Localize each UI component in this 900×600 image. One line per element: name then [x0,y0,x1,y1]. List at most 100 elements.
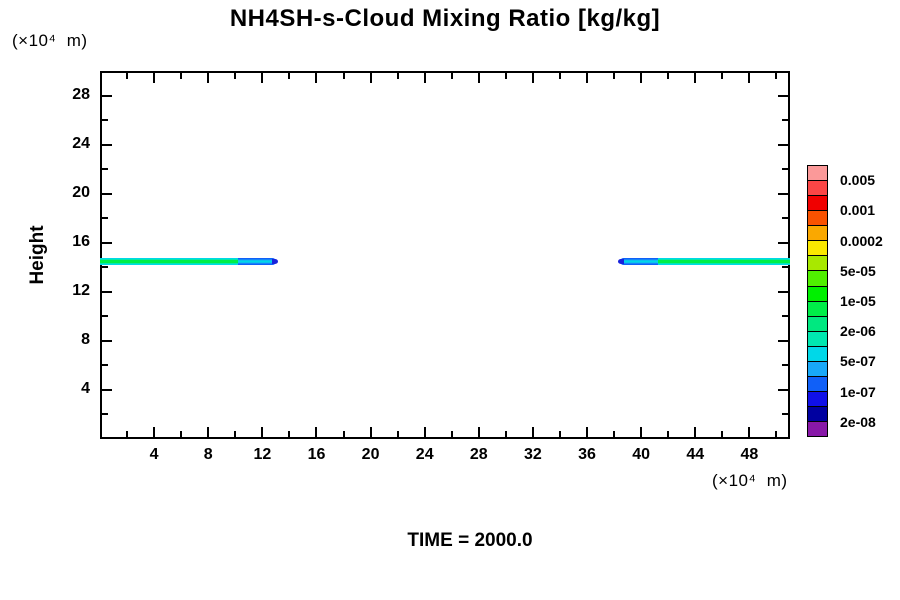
colorbar-cell [808,301,827,317]
y-tick [102,266,108,268]
colorbar-cell [808,316,827,332]
left-cloud-band-tip [237,257,276,265]
colorbar-cell [808,196,827,212]
y-tick [102,315,108,317]
y-tick [778,144,788,146]
colorbar-label: 1e-05 [840,293,876,309]
y-tick [102,168,108,170]
x-tick [288,73,290,79]
colorbar-cell [808,391,827,407]
y-tick-label: 24 [72,134,90,152]
y-tick [778,340,788,342]
x-tick [451,73,453,79]
x-tick [478,427,480,437]
colorbar-label: 1e-07 [840,383,876,400]
y-tick-label: 8 [81,330,90,348]
colorbar-cell [808,166,827,182]
colorbar-cell [808,241,827,257]
x-tick [748,73,750,83]
y-axis-unit-label: (×10⁴ m) [12,31,88,50]
colorbar [807,165,828,437]
y-tick [102,340,112,342]
x-tick [126,73,128,79]
x-tick [370,427,372,437]
x-tick [505,431,507,437]
x-tick [315,427,317,437]
x-tick [694,427,696,437]
colorbar-cell [808,407,827,423]
x-tick [234,73,236,79]
colorbar-cell [808,422,827,437]
x-tick [586,73,588,83]
colorbar-cell [808,211,827,227]
y-tick [782,413,788,415]
y-tick [778,193,788,195]
x-tick [126,431,128,437]
x-tick [559,73,561,79]
colorbar-cell [808,376,827,392]
y-tick [778,291,788,293]
colorbar-label: 0.005 [840,172,876,189]
x-tick [234,431,236,437]
y-tick [782,364,788,366]
y-tick [102,144,112,146]
x-tick-label: 44 [686,446,705,463]
y-tick [102,242,112,244]
colorbar-cell [808,181,827,197]
colorbar-cell [808,331,827,347]
x-tick [667,73,669,79]
x-tick [721,73,723,79]
x-tick [424,73,426,83]
x-tick-label: 48 [740,446,759,463]
x-tick [532,427,534,437]
y-tick [102,291,112,293]
x-tick [180,73,182,79]
x-tick [288,431,290,437]
x-tick [343,73,345,79]
x-tick [343,431,345,437]
x-tick [640,73,642,83]
chart-title: NH4SH-s-Cloud Mixing Ratio [kg/kg] [229,5,661,32]
x-tick-label: 32 [524,446,542,463]
x-tick-label: 8 [203,446,213,463]
y-axis-name: Height [27,225,48,285]
y-tick [782,168,788,170]
y-tick-label: 20 [72,183,90,201]
x-tick-label: 20 [361,446,380,463]
y-tick-label: 4 [81,379,90,397]
y-tick [102,95,112,97]
right-cloud-band-tip-point [617,258,624,264]
y-tick [778,242,788,244]
x-tick-label: 16 [307,446,326,463]
x-tick-label: 12 [253,446,272,463]
x-tick [478,73,480,83]
plot-area [100,71,790,439]
y-tick [782,315,788,317]
x-tick [613,73,615,79]
y-tick [102,364,108,366]
y-tick [778,389,788,391]
x-tick-label: 4 [149,446,159,463]
y-tick [782,119,788,121]
x-tick [261,73,263,83]
x-axis-unit-label: (×10⁴ m) [712,471,788,490]
x-tick [451,431,453,437]
colorbar-label: 5e-07 [840,353,876,370]
colorbar-cell [808,346,827,362]
y-tick [782,266,788,268]
x-tick [397,73,399,79]
colorbar-cell [808,271,827,287]
x-tick [261,427,263,437]
x-tick [397,431,399,437]
colorbar-label: 0.0002 [840,232,883,249]
x-tick [775,431,777,437]
colorbar-label: 5e-05 [840,262,876,279]
x-tick [315,73,317,83]
right-cloud-band-tip [619,257,658,265]
y-tick [102,119,108,121]
x-tick [667,431,669,437]
x-tick [721,431,723,437]
colorbar-label: 0.001 [840,202,876,219]
x-tick [424,427,426,437]
